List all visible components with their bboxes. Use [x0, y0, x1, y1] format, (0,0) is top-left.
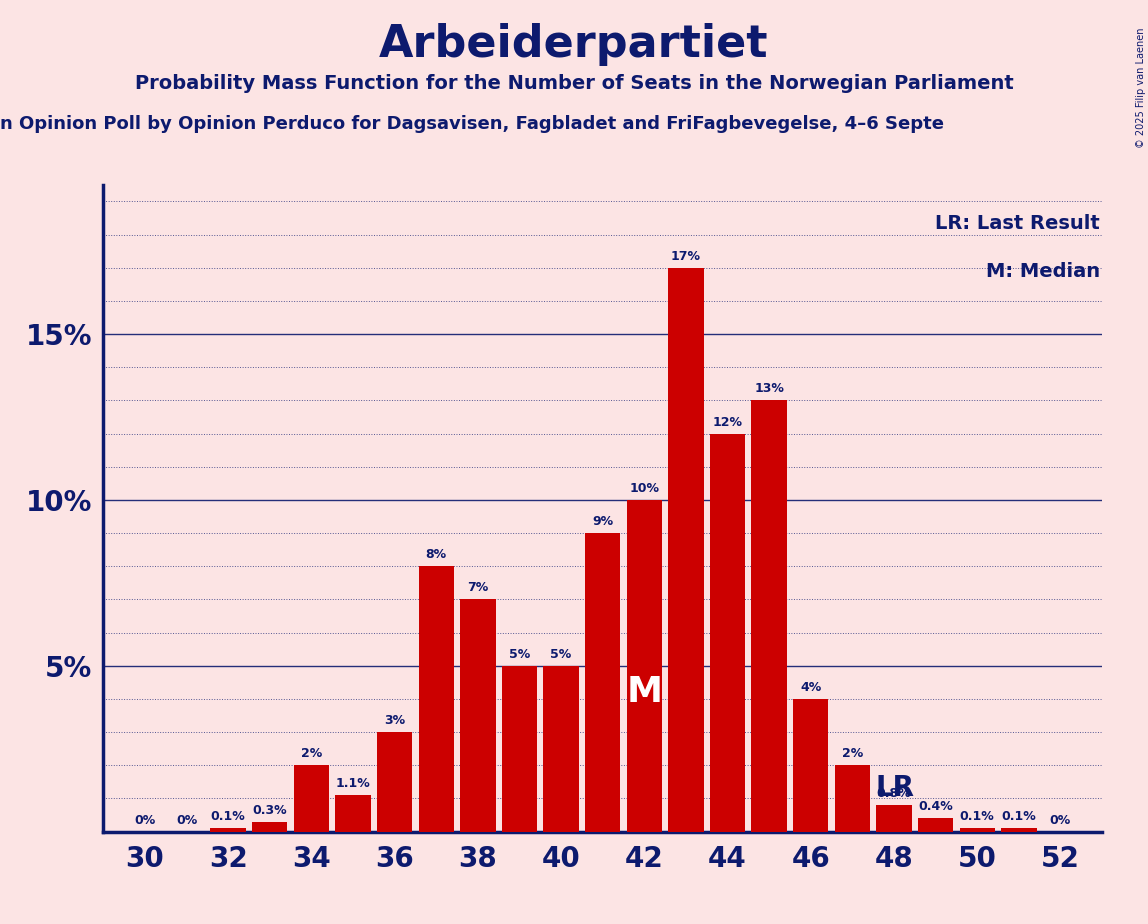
- Bar: [918, 819, 953, 832]
- Text: 17%: 17%: [670, 249, 701, 262]
- Text: M: M: [627, 675, 662, 710]
- Bar: [253, 821, 287, 832]
- Bar: [377, 732, 412, 832]
- Text: 2%: 2%: [841, 748, 863, 760]
- Text: 9%: 9%: [592, 515, 613, 529]
- Bar: [668, 268, 704, 832]
- Bar: [460, 600, 496, 832]
- Text: 2%: 2%: [301, 748, 323, 760]
- Text: 5%: 5%: [509, 648, 530, 661]
- Text: 0.1%: 0.1%: [960, 810, 994, 823]
- Bar: [210, 828, 246, 832]
- Bar: [585, 533, 620, 832]
- Text: LR: Last Result: LR: Last Result: [936, 214, 1100, 233]
- Text: 3%: 3%: [385, 714, 405, 727]
- Bar: [709, 433, 745, 832]
- Text: 0%: 0%: [134, 814, 156, 827]
- Text: 4%: 4%: [800, 681, 822, 694]
- Text: © 2025 Filip van Laenen: © 2025 Filip van Laenen: [1135, 28, 1146, 148]
- Text: 0.4%: 0.4%: [918, 800, 953, 813]
- Bar: [960, 828, 995, 832]
- Text: 10%: 10%: [629, 482, 659, 495]
- Text: 13%: 13%: [754, 383, 784, 395]
- Text: 5%: 5%: [550, 648, 572, 661]
- Text: 0.1%: 0.1%: [211, 810, 246, 823]
- Text: 0.8%: 0.8%: [877, 787, 912, 800]
- Text: Probability Mass Function for the Number of Seats in the Norwegian Parliament: Probability Mass Function for the Number…: [134, 74, 1014, 93]
- Text: n Opinion Poll by Opinion Perduco for Dagsavisen, Fagbladet and FriFagbevegelse,: n Opinion Poll by Opinion Perduco for Da…: [0, 115, 944, 132]
- Bar: [419, 566, 453, 832]
- Bar: [335, 796, 371, 832]
- Bar: [1001, 828, 1037, 832]
- Bar: [835, 765, 870, 832]
- Text: 0%: 0%: [176, 814, 197, 827]
- Text: LR: LR: [875, 774, 914, 802]
- Text: 1.1%: 1.1%: [335, 777, 371, 790]
- Bar: [876, 805, 912, 832]
- Text: 12%: 12%: [713, 416, 743, 429]
- Bar: [502, 666, 537, 832]
- Text: 0%: 0%: [1049, 814, 1071, 827]
- Text: Arbeiderpartiet: Arbeiderpartiet: [379, 23, 769, 67]
- Text: 7%: 7%: [467, 581, 489, 594]
- Bar: [294, 765, 329, 832]
- Text: 0.3%: 0.3%: [253, 804, 287, 817]
- Bar: [627, 500, 662, 832]
- Bar: [543, 666, 579, 832]
- Text: 0.1%: 0.1%: [1001, 810, 1037, 823]
- Bar: [793, 699, 829, 832]
- Bar: [752, 400, 786, 832]
- Text: 8%: 8%: [426, 548, 447, 561]
- Text: M: Median: M: Median: [986, 262, 1100, 282]
